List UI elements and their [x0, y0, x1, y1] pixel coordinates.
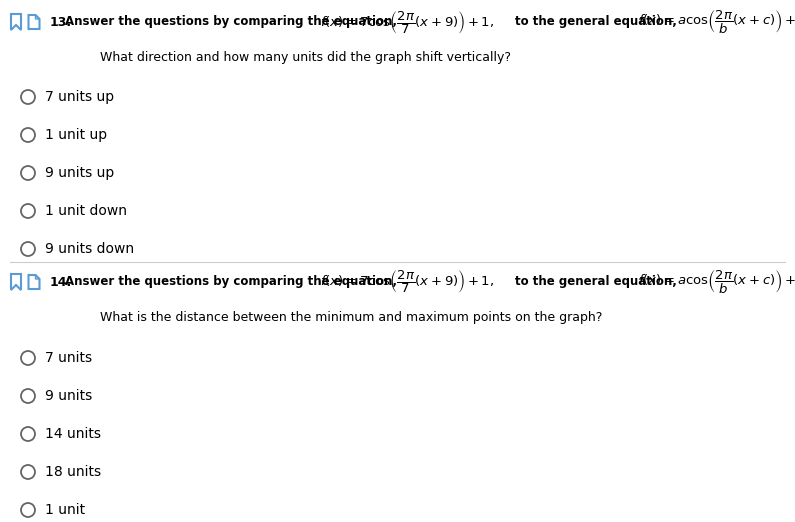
Text: 1 unit down: 1 unit down [45, 204, 127, 218]
Text: $f(x) = 7\cos\!\left(\dfrac{2\pi}{7}(x+9)\right)+1,$: $f(x) = 7\cos\!\left(\dfrac{2\pi}{7}(x+9… [320, 8, 494, 35]
Text: Answer the questions by comparing the equation,: Answer the questions by comparing the eq… [65, 276, 397, 289]
Text: 14.: 14. [50, 276, 72, 289]
Text: 7 units up: 7 units up [45, 90, 114, 104]
Text: to the general equation,: to the general equation, [515, 276, 677, 289]
Text: What direction and how many units did the graph shift vertically?: What direction and how many units did th… [100, 52, 511, 65]
Text: 9 units up: 9 units up [45, 166, 114, 180]
Text: 9 units: 9 units [45, 389, 92, 403]
Text: $f(x) =a\cos\!\left(\dfrac{2\pi}{b}(x+c)\right)+d.$: $f(x) =a\cos\!\left(\dfrac{2\pi}{b}(x+c)… [638, 8, 795, 35]
Text: 1 unit: 1 unit [45, 503, 85, 517]
Text: $f(x) = 7\cos\!\left(\dfrac{2\pi}{7}(x+9)\right)+1,$: $f(x) = 7\cos\!\left(\dfrac{2\pi}{7}(x+9… [320, 268, 494, 295]
Text: 1 unit up: 1 unit up [45, 128, 107, 142]
Text: What is the distance between the minimum and maximum points on the graph?: What is the distance between the minimum… [100, 312, 603, 325]
Text: 9 units down: 9 units down [45, 242, 134, 256]
Text: Answer the questions by comparing the equation,: Answer the questions by comparing the eq… [65, 16, 397, 29]
Text: 13.: 13. [50, 16, 72, 29]
Text: 14 units: 14 units [45, 427, 101, 441]
Text: to the general equation,: to the general equation, [515, 16, 677, 29]
Text: 7 units: 7 units [45, 351, 92, 365]
Text: $f(x) =a\cos\!\left(\dfrac{2\pi}{b}(x+c)\right)+d.$: $f(x) =a\cos\!\left(\dfrac{2\pi}{b}(x+c)… [638, 268, 795, 295]
Text: 18 units: 18 units [45, 465, 101, 479]
